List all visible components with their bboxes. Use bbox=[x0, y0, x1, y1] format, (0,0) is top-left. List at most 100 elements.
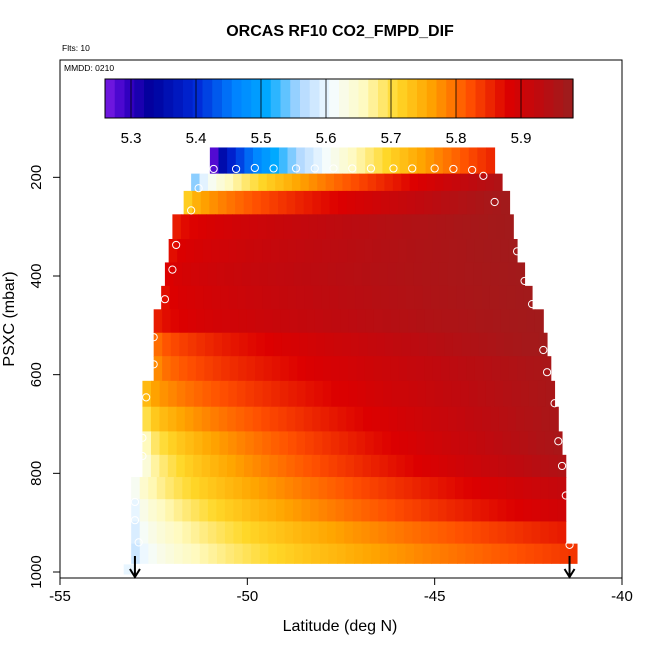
heatmap-cell bbox=[350, 332, 360, 357]
heatmap-cell bbox=[523, 521, 533, 545]
heatmap-cell bbox=[216, 477, 226, 500]
heatmap-cell bbox=[250, 499, 260, 522]
heatmap-cell bbox=[233, 477, 243, 500]
heatmap-cell bbox=[464, 262, 474, 287]
heatmap-cell bbox=[327, 499, 337, 522]
heatmap-cell bbox=[405, 543, 415, 564]
heatmap-cell bbox=[423, 239, 433, 263]
heatmap-cell bbox=[297, 356, 307, 382]
heatmap-cell bbox=[483, 356, 493, 382]
heatmap-cell bbox=[379, 262, 389, 287]
heatmap-cell bbox=[355, 190, 365, 215]
heatmap-cell bbox=[447, 262, 457, 287]
heatmap-cell bbox=[351, 214, 361, 240]
heatmap-cell bbox=[534, 543, 544, 564]
heatmap-cell bbox=[365, 147, 375, 175]
heatmap-cell bbox=[233, 499, 243, 522]
heatmap-cell bbox=[301, 262, 311, 287]
heatmap-cell bbox=[397, 285, 407, 310]
heatmap-cell bbox=[312, 285, 322, 310]
heatmap-cell bbox=[516, 262, 526, 287]
heatmap-cell bbox=[378, 477, 388, 500]
colorbar-segment bbox=[153, 79, 165, 118]
heatmap-cell bbox=[279, 431, 289, 456]
heatmap-cell bbox=[320, 454, 330, 478]
heatmap-cell bbox=[225, 543, 235, 564]
heatmap-cell bbox=[184, 454, 194, 478]
heatmap-cell bbox=[506, 285, 516, 310]
heatmap-cell bbox=[202, 431, 212, 456]
heatmap-cell bbox=[434, 173, 444, 192]
heatmap-cell bbox=[250, 262, 260, 287]
heatmap-cell bbox=[440, 190, 451, 215]
heatmap-cell bbox=[346, 285, 356, 310]
heatmap-cell bbox=[297, 309, 307, 334]
heatmap-cell bbox=[286, 454, 296, 478]
heatmap-cell bbox=[204, 356, 214, 382]
colorbar-segment bbox=[241, 79, 252, 118]
heatmap-cell bbox=[415, 190, 425, 215]
heatmap-cell bbox=[548, 477, 558, 500]
heatmap-cell bbox=[307, 332, 317, 357]
heatmap-cell bbox=[364, 356, 374, 382]
colorbar-segment bbox=[192, 79, 204, 118]
colorbar-tick-label: 5.8 bbox=[446, 130, 467, 147]
heatmap-cell bbox=[421, 454, 431, 478]
heatmap-cell bbox=[254, 380, 264, 408]
heatmap-cell bbox=[178, 285, 187, 310]
heatmap-cell bbox=[457, 543, 467, 564]
heatmap-cell bbox=[401, 332, 411, 357]
colorbar-segment bbox=[114, 79, 126, 118]
heatmap-cell bbox=[327, 262, 337, 287]
heatmap-cell bbox=[204, 332, 215, 357]
heatmap-cell bbox=[511, 380, 521, 408]
heatmap-cell bbox=[388, 543, 398, 564]
heatmap-cell bbox=[434, 380, 444, 408]
heatmap-cell bbox=[263, 309, 273, 334]
heatmap-cell bbox=[243, 190, 253, 215]
heatmap-cell bbox=[212, 356, 222, 382]
heatmap-cell bbox=[428, 214, 438, 240]
heatmap-cell bbox=[476, 173, 486, 192]
heatmap-cell bbox=[453, 214, 463, 240]
heatmap-cell bbox=[381, 356, 391, 382]
colorbar-segment bbox=[446, 79, 457, 118]
heatmap-cell bbox=[246, 356, 256, 382]
heatmap-cell bbox=[179, 332, 189, 357]
heatmap-cell bbox=[409, 173, 419, 192]
heatmap-cell bbox=[361, 262, 371, 287]
heatmap-cell bbox=[456, 406, 466, 432]
heatmap-cell bbox=[417, 380, 427, 408]
heatmap-cell bbox=[432, 356, 442, 382]
heatmap-cell bbox=[445, 214, 455, 240]
heatmap-cell bbox=[131, 521, 141, 545]
colorbar-segment bbox=[543, 79, 555, 118]
heatmap-cell bbox=[165, 521, 175, 545]
colorbar-tick-label: 5.7 bbox=[381, 130, 402, 147]
colorbar-segment bbox=[504, 79, 516, 118]
data-point bbox=[539, 345, 548, 355]
heatmap-cell bbox=[151, 380, 161, 408]
heatmap-cell bbox=[435, 332, 445, 357]
heatmap-cell bbox=[230, 332, 240, 357]
heatmap-cell bbox=[405, 285, 415, 310]
heatmap-cell bbox=[532, 406, 542, 432]
heatmap-cell bbox=[250, 521, 260, 545]
heatmap-cell bbox=[420, 499, 430, 522]
heatmap-cell bbox=[517, 356, 526, 382]
heatmap-cell bbox=[515, 285, 525, 310]
heatmap-cell bbox=[500, 309, 510, 334]
heatmap-cell bbox=[280, 356, 290, 382]
heatmap-cell bbox=[207, 173, 217, 192]
heatmap-cell bbox=[361, 477, 371, 500]
heatmap-cell bbox=[540, 499, 550, 522]
data-point bbox=[527, 300, 537, 309]
heatmap-cell bbox=[438, 454, 448, 478]
heatmap-cell bbox=[557, 521, 567, 545]
heatmap-cell bbox=[241, 521, 251, 545]
heatmap-cell bbox=[481, 285, 491, 310]
heatmap-cell bbox=[489, 285, 499, 310]
heatmap-cell bbox=[182, 521, 192, 545]
heatmap-cell bbox=[397, 406, 407, 432]
heatmap-cell bbox=[493, 431, 503, 456]
